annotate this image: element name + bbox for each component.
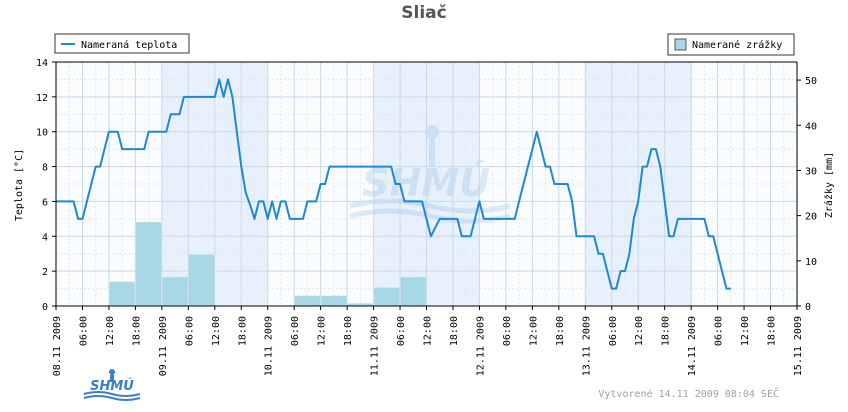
x-tick-label: 18:00 [661,316,672,346]
x-tick-label: 18:00 [131,316,142,346]
x-tick-label: 18:00 [555,316,566,346]
x-tick-label: 09.11 2009 [158,316,169,376]
y-left-tick-label: 0 [42,302,48,313]
x-tick-label: 11.11 2009 [370,316,381,376]
precipitation-bar [109,281,135,307]
x-tick-label: 08.11 2009 [52,316,63,376]
y-right-axis-label: Zrážky [mm] [823,152,835,218]
x-tick-label: 18:00 [767,316,778,346]
x-tick-label: 06:00 [184,316,195,346]
x-tick-label: 14.11 2009 [687,316,698,376]
x-tick-label: 12:00 [317,316,328,346]
precipitation-bar [294,295,320,307]
y-left-tick-label: 4 [42,232,48,243]
y-left-tick-label: 12 [36,93,48,104]
x-tick-label: 06:00 [608,316,619,346]
x-tick-label: 10.11 2009 [264,316,275,376]
x-tick-label: 06:00 [714,316,725,346]
y-left-tick-label: 2 [42,267,48,278]
temperature-line [56,78,731,290]
x-tick-label: 06:00 [396,316,407,346]
x-tick-label: 12:00 [528,316,539,346]
x-tick-label: 12.11 2009 [475,316,486,376]
logo-text: SHMÚ [90,378,134,394]
y-right-tick-label: 50 [805,76,817,87]
x-tick-label: 15.11 2009 [793,316,804,376]
x-tick-label: 18:00 [449,316,460,346]
legend-precipitation: Namerané zrážky [667,33,795,56]
y-left-tick-label: 10 [36,128,48,139]
y-right-tick-label: 40 [805,121,817,132]
chart-title: Sliač [401,3,446,23]
x-tick-label: 06:00 [290,316,301,346]
x-tick-label: 12:00 [211,316,222,346]
precipitation-bar [162,277,188,307]
precipitation-bars [109,222,426,307]
precipitation-bar [189,254,215,307]
axes: 0 2 4 6 8 10 12 14 0 10 20 30 40 50 08.11 2009 06:00 12:… [36,58,817,376]
shmu-logo: SHMÚ [83,369,141,401]
y-right-tick-label: 20 [805,212,817,223]
precipitation-bar [136,222,162,307]
x-tick-label: 12:00 [423,316,434,346]
x-tick-label: 12:00 [105,316,116,346]
legend-temperature-label: Nameraná teplota [81,39,177,51]
legend-temperature: Nameraná teplota [54,33,190,54]
x-tick-label: 06:00 [78,316,89,346]
y-left-tick-label: 8 [42,163,48,174]
temperature-line-layer [56,78,731,290]
y-right-tick-label: 0 [805,302,811,313]
x-tick-label: 18:00 [343,316,354,346]
x-tick-label: 12:00 [634,316,645,346]
precipitation-bar [374,287,400,307]
x-tick-label: 12:00 [740,316,751,346]
x-tick-label: 06:00 [502,316,513,346]
precipitation-bar [321,295,347,307]
y-left-tick-label: 6 [42,197,48,208]
y-left-axis-label: Teplota [°C] [14,149,25,221]
y-right-tick-label: 30 [805,166,817,177]
y-left-tick-label: 14 [36,58,48,69]
y-right-tick-label: 10 [805,257,817,268]
grid-lines [55,61,798,307]
x-tick-label: 18:00 [237,316,248,346]
legend-precipitation-label: Namerané zrážky [692,39,782,51]
created-timestamp: Vytvorené 14.11 2009 08:04 SEČ [598,387,779,400]
precipitation-bar [400,277,426,307]
x-tick-label: 13.11 2009 [581,316,592,376]
